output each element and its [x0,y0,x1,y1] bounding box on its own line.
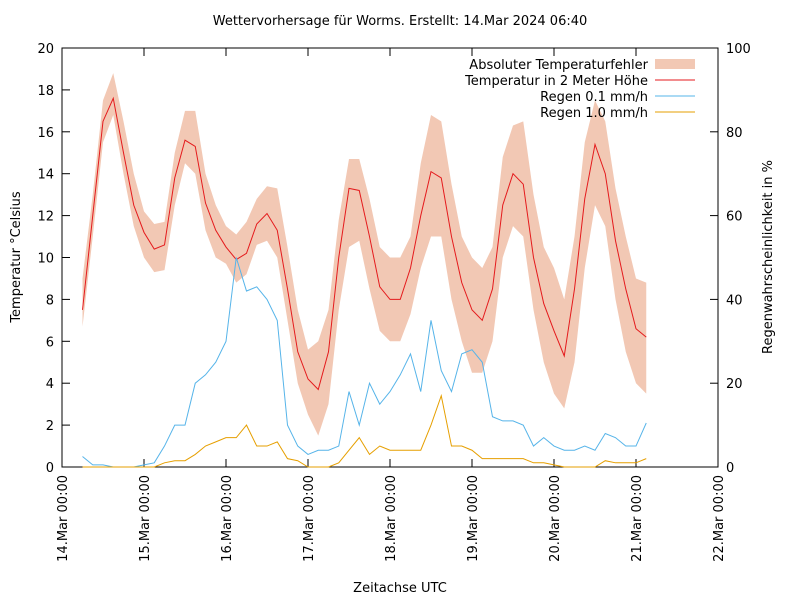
x-tick-label: 20.Mar 00:00 [548,475,563,562]
y-tick-label: 2 [46,419,54,434]
x-tick-label: 21.Mar 00:00 [630,475,645,562]
y-tick-label: 8 [46,293,54,308]
x-tick-label: 19.Mar 00:00 [466,475,481,562]
y2-tick-label: 0 [726,461,734,476]
y2-tick-label: 20 [726,377,743,392]
x-tick-label: 16.Mar 00:00 [220,475,235,562]
y-tick-label: 18 [37,84,54,99]
y2-tick-label: 60 [726,210,743,225]
y2-tick-label: 80 [726,126,743,141]
x-axis-label: Zeitachse UTC [353,581,447,596]
legend-swatch [655,59,695,69]
y-tick-label: 12 [37,210,54,225]
y2-tick-label: 40 [726,293,743,308]
legend-label: Regen 1.0 mm/h [540,106,648,121]
x-tick-label: 17.Mar 00:00 [302,475,317,562]
y-tick-label: 14 [37,168,54,183]
error-band [82,73,647,436]
legend-label: Absoluter Temperaturfehler [469,58,648,73]
series-line [82,393,647,468]
series-line [82,257,647,468]
y-tick-label: 4 [46,377,54,392]
x-tick-label: 22.Mar 00:00 [712,475,727,562]
y2-axis-label: Regenwahrscheinlichkeit in % [761,160,776,354]
x-tick-label: 14.Mar 00:00 [56,475,71,562]
y-axis-label: Temperatur °Celsius [9,191,24,324]
legend-label: Temperatur in 2 Meter Höhe [464,74,648,89]
y-tick-label: 10 [37,252,54,267]
y2-tick-label: 100 [726,42,751,57]
y-tick-label: 16 [37,126,54,141]
y-tick-label: 20 [37,42,54,57]
chart-title: Wettervorhersage für Worms. Erstellt: 14… [213,14,588,29]
y-tick-label: 0 [46,461,54,476]
x-tick-label: 15.Mar 00:00 [138,475,153,562]
legend-label: Regen 0.1 mm/h [540,90,648,105]
x-tick-label: 18.Mar 00:00 [384,475,399,562]
y-tick-label: 6 [46,335,54,350]
series-line [82,96,647,391]
